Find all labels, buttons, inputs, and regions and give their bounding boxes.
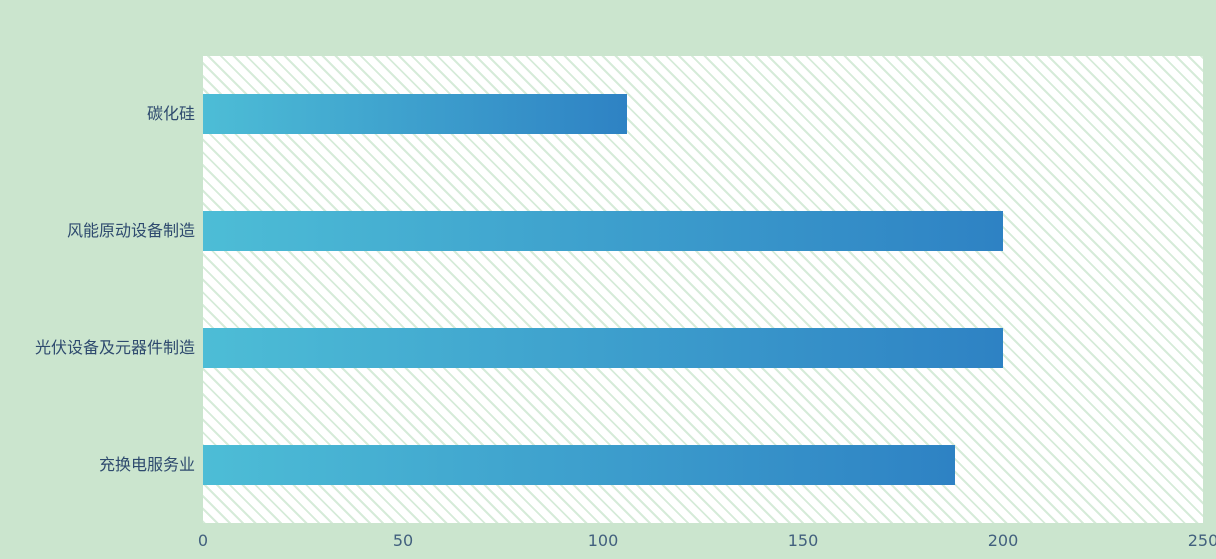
bar-2[interactable]: [203, 327, 1003, 368]
x-tick-label-1: 50: [392, 531, 414, 550]
category-label-0: 碳化硅: [146, 104, 195, 124]
x-tick-label-5: 250: [1187, 531, 1216, 550]
x-tick-label-4: 200: [987, 531, 1019, 550]
x-tick-label-0: 0: [197, 531, 209, 550]
category-label-2: 光伏设备及元器件制造: [34, 337, 195, 357]
category-label-1: 风能原动设备制造: [66, 221, 195, 241]
bar-1[interactable]: [203, 211, 1003, 252]
category-label-3: 充换电服务业: [98, 454, 195, 474]
x-tick-label-2: 100: [587, 531, 619, 550]
bar-3[interactable]: [203, 444, 955, 485]
bar-0[interactable]: [203, 94, 627, 135]
x-tick-label-3: 150: [787, 531, 819, 550]
